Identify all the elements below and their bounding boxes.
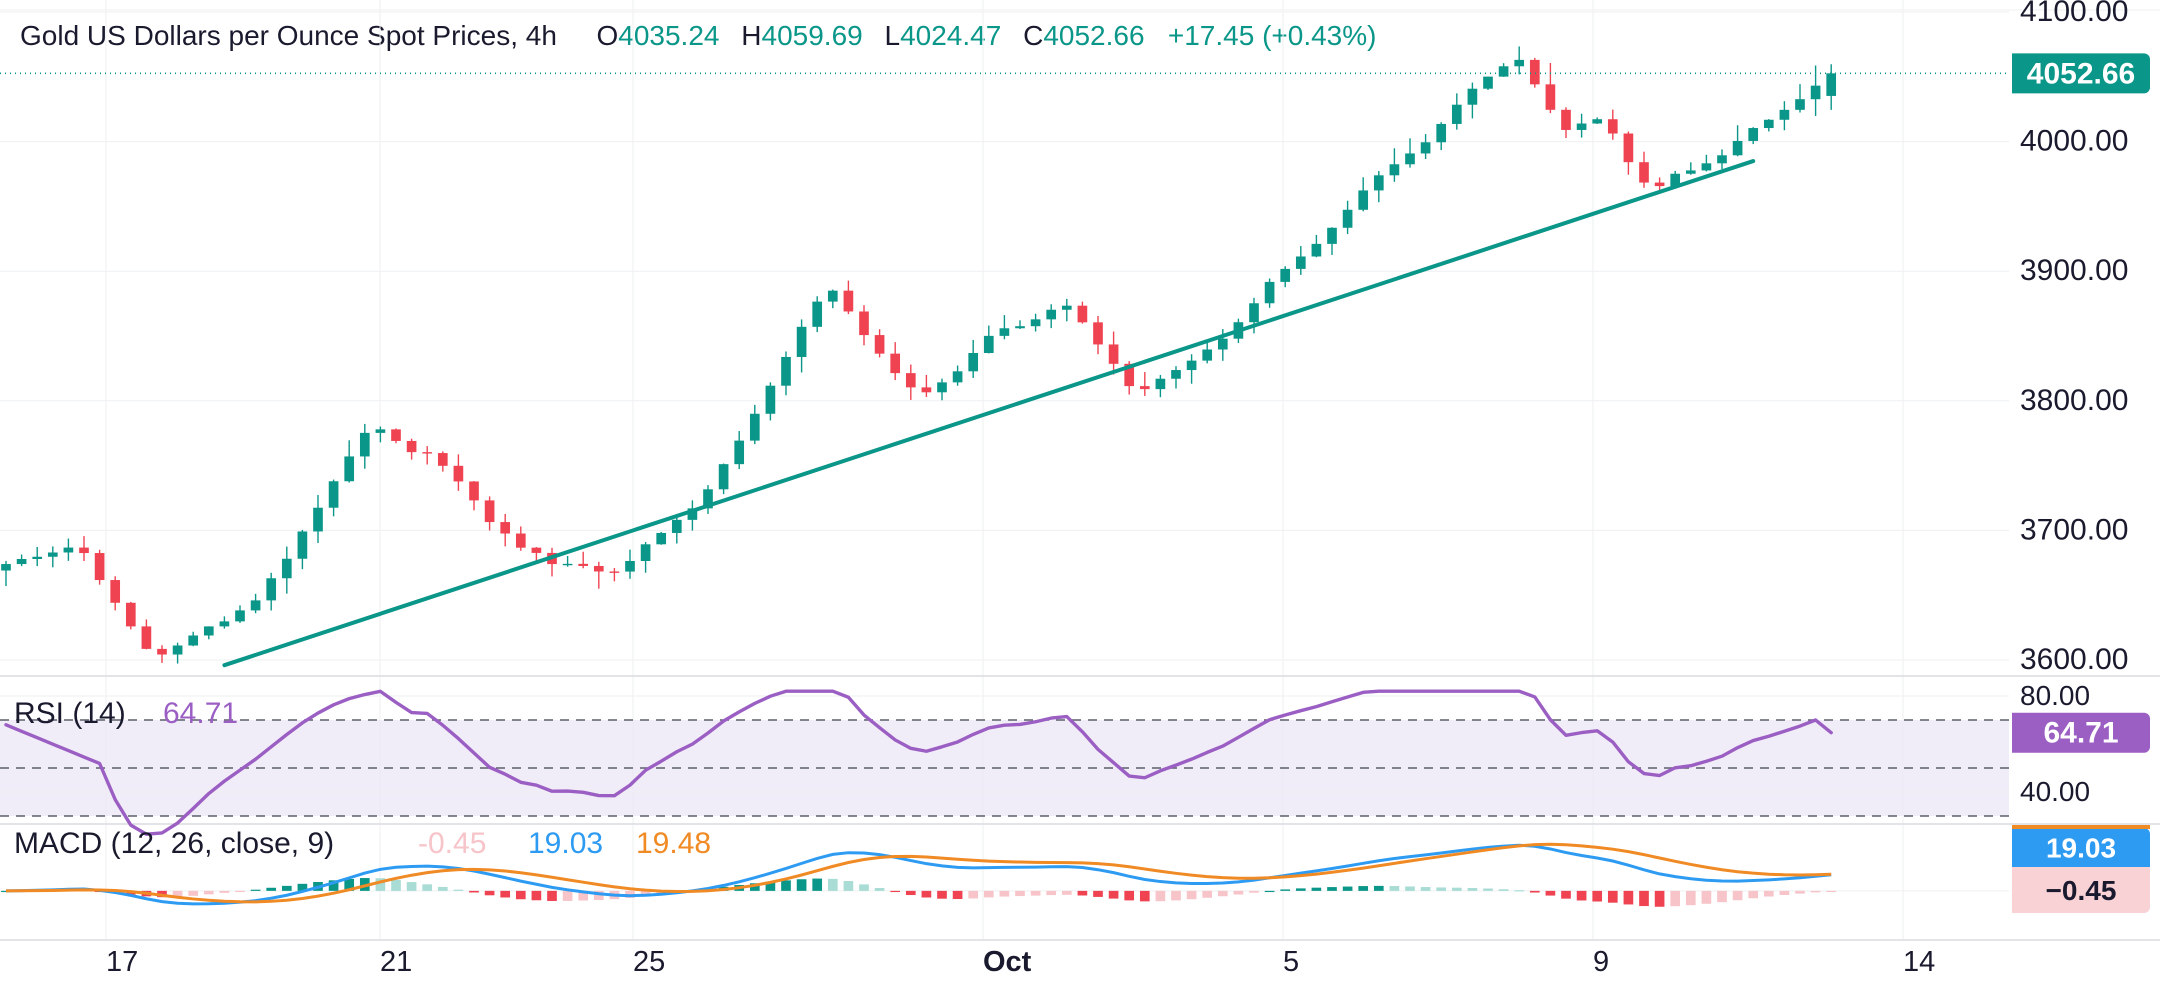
svg-text:-0.45: -0.45 <box>418 827 486 860</box>
svg-text:64.71: 64.71 <box>163 697 238 730</box>
svg-text:−0.45: −0.45 <box>2046 875 2117 906</box>
svg-text:25: 25 <box>633 946 665 978</box>
svg-text:5: 5 <box>1283 946 1299 978</box>
svg-text:64.71: 64.71 <box>2043 717 2118 750</box>
svg-text:3800.00: 3800.00 <box>2020 384 2128 417</box>
svg-text:3600.00: 3600.00 <box>2020 643 2128 676</box>
svg-text:9: 9 <box>1593 946 1609 978</box>
svg-text:21: 21 <box>380 946 412 978</box>
svg-text:14: 14 <box>1903 946 1935 978</box>
svg-text:19.03: 19.03 <box>528 827 603 860</box>
svg-text:3900.00: 3900.00 <box>2020 254 2128 287</box>
svg-text:4100.00: 4100.00 <box>2020 0 2128 28</box>
svg-text:80.00: 80.00 <box>2020 680 2090 711</box>
svg-text:3700.00: 3700.00 <box>2020 513 2128 546</box>
svg-text:19.03: 19.03 <box>2046 833 2116 864</box>
svg-text:19.48: 19.48 <box>636 827 711 860</box>
svg-text:4052.66: 4052.66 <box>2027 57 2135 90</box>
svg-text:RSI (14): RSI (14) <box>14 697 126 730</box>
svg-text:Oct: Oct <box>983 946 1032 978</box>
svg-text:MACD (12, 26, close, 9): MACD (12, 26, close, 9) <box>14 827 334 860</box>
svg-text:17: 17 <box>106 946 138 978</box>
svg-text:4000.00: 4000.00 <box>2020 125 2128 158</box>
svg-text:40.00: 40.00 <box>2020 776 2090 807</box>
